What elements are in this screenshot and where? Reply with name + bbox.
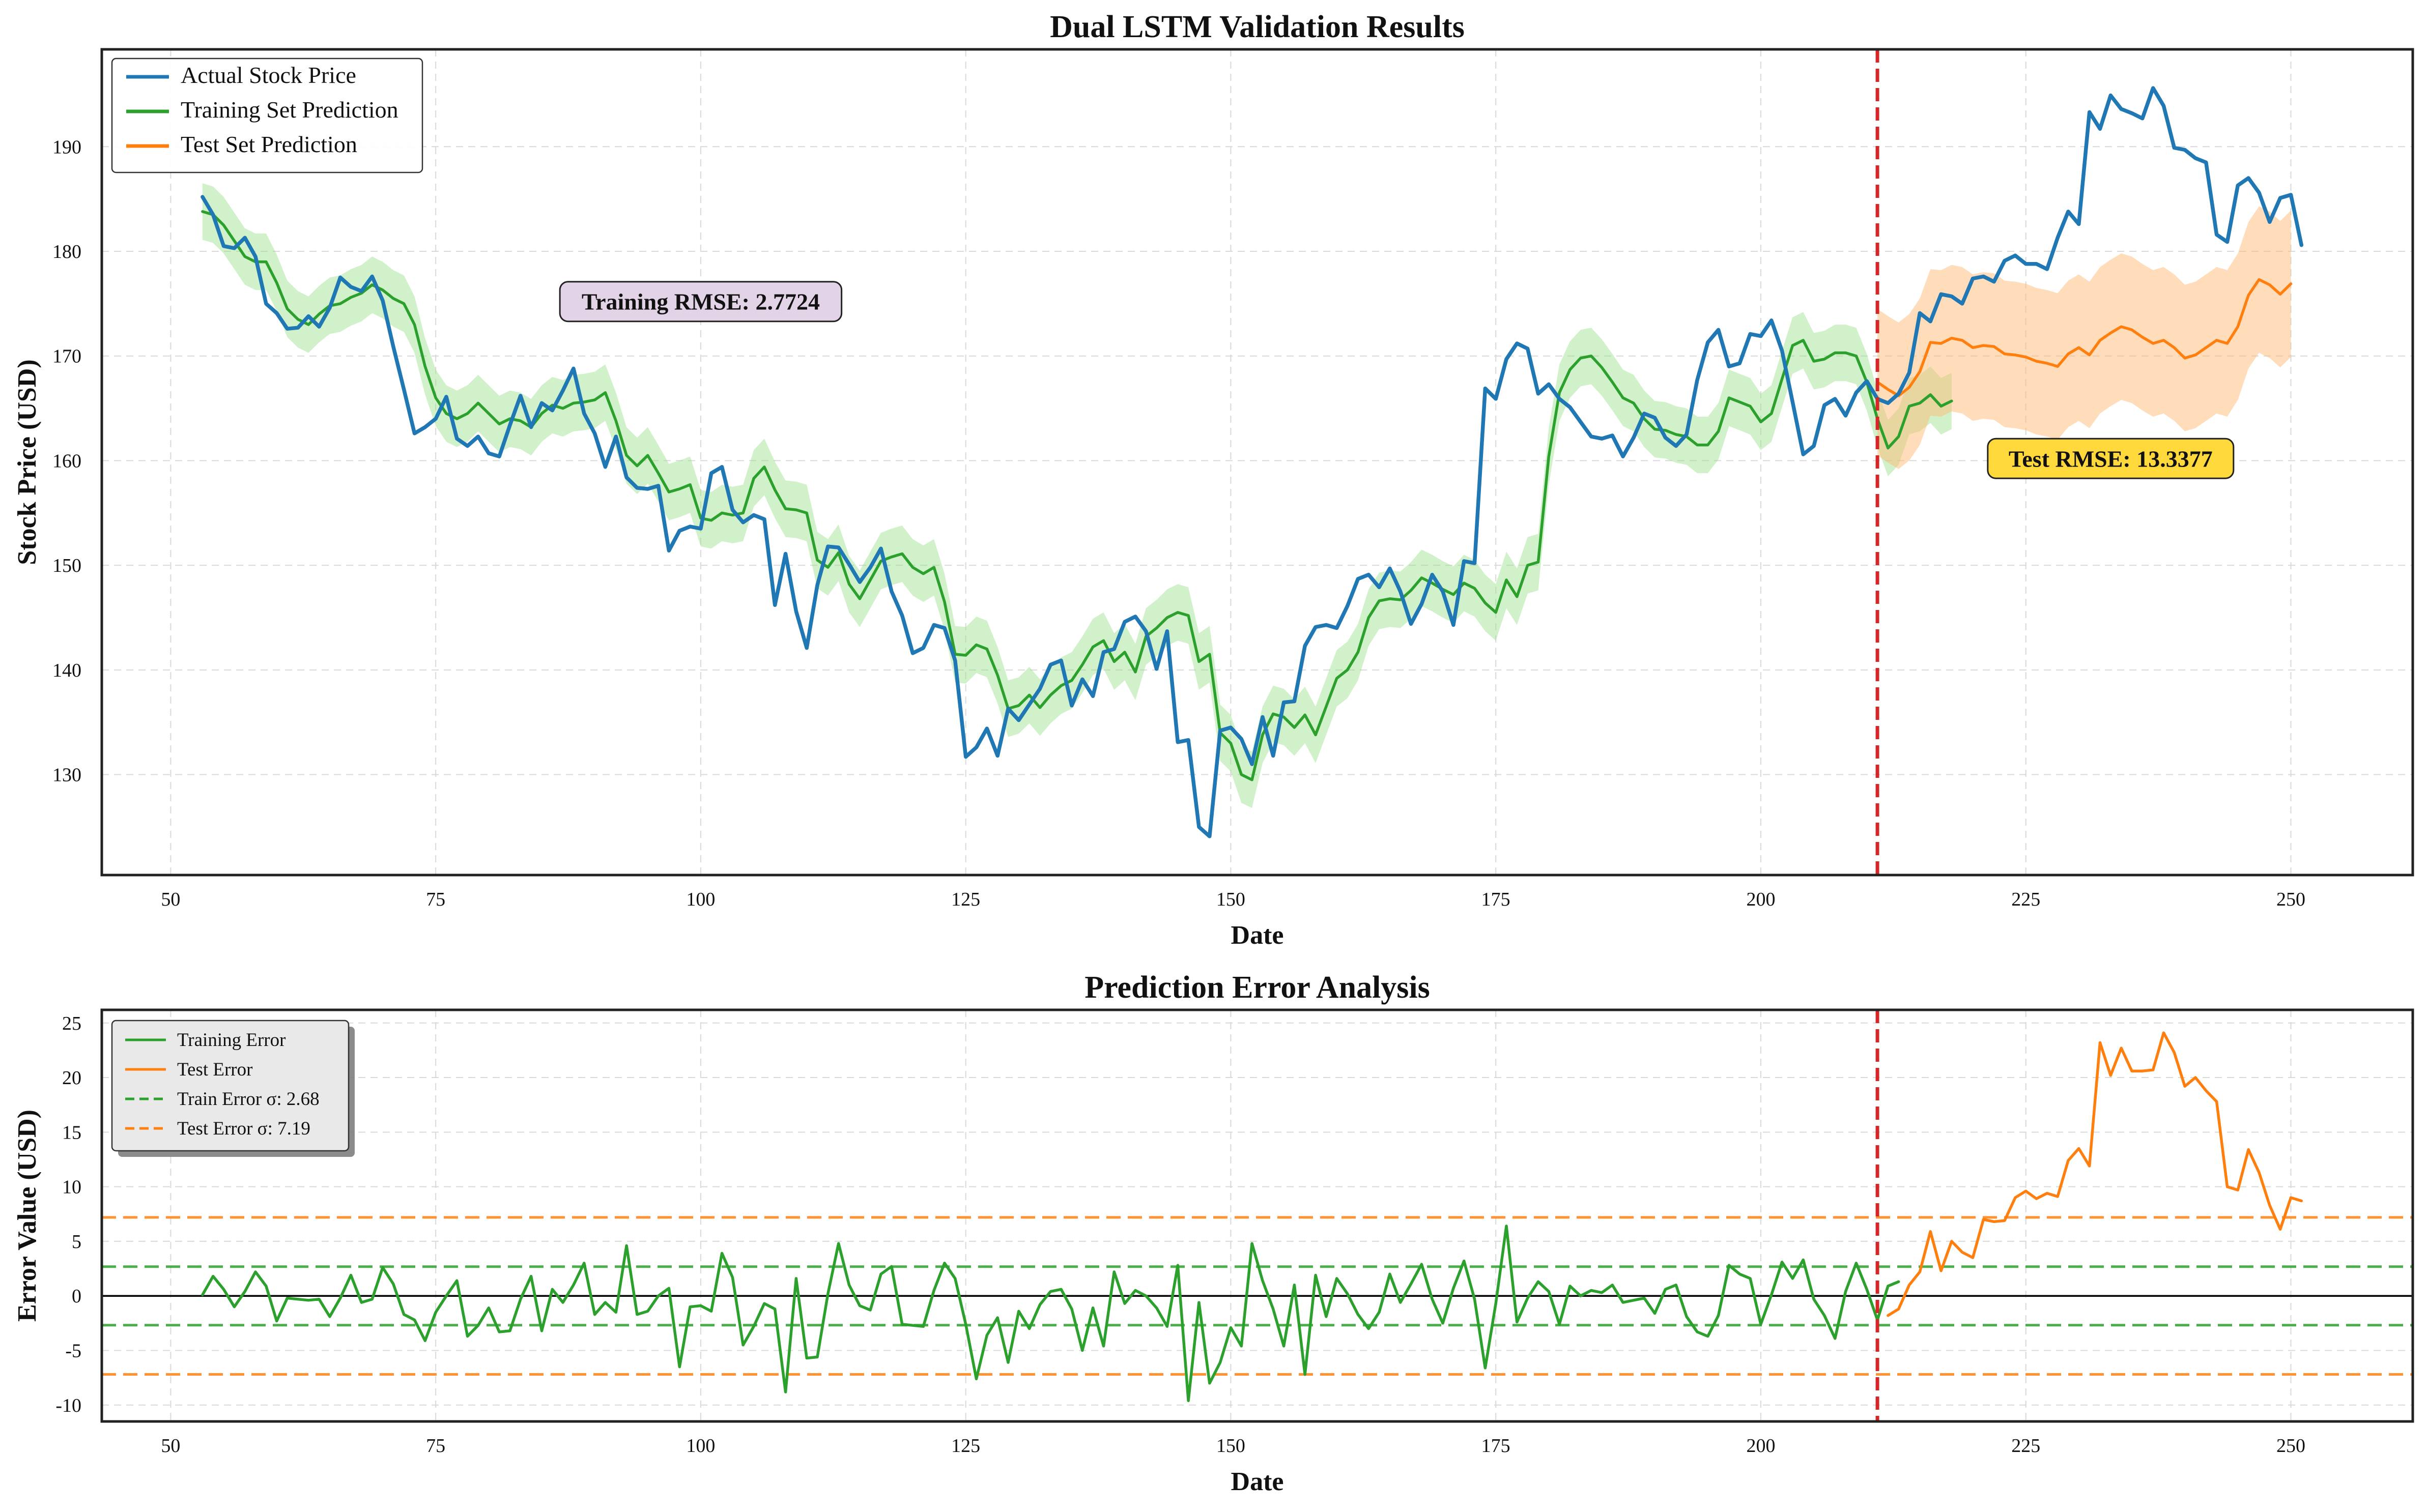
error-panel: 50 75 100 125 150 175 200 225 250 -10 -5 0 5 10 15 20 25… <box>13 970 2414 1496</box>
y-tick-label: 130 <box>52 765 81 786</box>
legend-box <box>111 57 423 173</box>
x-axis-label: Date <box>1231 1467 1284 1496</box>
price-panel: 50 75 100 125 150 175 200 225 250 130 140 150 160 170… <box>13 10 2414 950</box>
y-tick-label: 20 <box>62 1067 81 1089</box>
train-confidence-band <box>202 183 1952 808</box>
x-tick-label: 175 <box>1481 1435 1510 1457</box>
plot-area <box>102 1010 2413 1421</box>
axes-frame <box>100 1008 2414 1423</box>
y-tick-label: 25 <box>62 1013 81 1034</box>
x-tick-label: 200 <box>1746 889 1775 910</box>
x-tick-label: 50 <box>161 889 180 910</box>
train-legend-label: Train Error σ: 2.68 <box>177 1089 320 1110</box>
y-tick-label: 140 <box>52 660 81 681</box>
y-tick-label: 180 <box>52 241 81 263</box>
chart-title: Dual LSTM Validation Results <box>1050 10 1465 44</box>
test-legend-label: Test Error σ: 7.19 <box>177 1118 310 1139</box>
train-legend-label: Training Error <box>177 1030 285 1051</box>
legend-box <box>111 1020 350 1152</box>
x-tick-label: 225 <box>2011 889 2040 910</box>
y-tick-label: -10 <box>55 1395 81 1416</box>
x-tick-label: 150 <box>1216 1435 1245 1457</box>
x-tick-label: 200 <box>1746 1435 1775 1457</box>
train-rmse-box <box>559 281 843 323</box>
y-tick-label: 5 <box>72 1231 81 1253</box>
x-tick-label: 250 <box>2276 889 2305 910</box>
x-tick-label: 225 <box>2011 1435 2040 1457</box>
x-axis-label: Date <box>1231 921 1284 950</box>
x-tick-label: 175 <box>1481 889 1510 910</box>
train-rmse-label: Training RMSE: 2.7724 <box>582 289 820 315</box>
train-series-line <box>201 1225 1900 1402</box>
train-legend-label: Training Set Prediction <box>181 97 398 123</box>
chart-title: Prediction Error Analysis <box>1084 970 1430 1005</box>
x-tick-label: 250 <box>2276 1435 2305 1457</box>
x-tick-label: 125 <box>951 889 980 910</box>
test-series-line <box>1887 1031 2303 1317</box>
y-tick-label: -5 <box>65 1341 81 1362</box>
y-tick-label: 160 <box>52 450 81 472</box>
axes-frame <box>100 48 2414 877</box>
y-tick-label: 0 <box>72 1286 81 1307</box>
x-tick-label: 75 <box>426 1435 445 1457</box>
test-legend-label: Test Error <box>177 1059 252 1080</box>
actual-series-line <box>201 86 2304 838</box>
test-rmse-label: Test RMSE: 13.3377 <box>2009 446 2213 472</box>
y-axis-label: Stock Price (USD) <box>13 359 42 565</box>
x-tick-label: 75 <box>426 889 445 910</box>
x-tick-label: 100 <box>686 1435 715 1457</box>
plot-area <box>201 49 2304 875</box>
test-legend-label: Test Set Prediction <box>181 131 357 157</box>
y-tick-label: 170 <box>52 346 81 367</box>
y-tick-label: 190 <box>52 136 81 158</box>
test-series-line <box>1876 278 2293 397</box>
x-tick-label: 100 <box>686 889 715 910</box>
x-tick-label: 50 <box>161 1435 180 1457</box>
actual-legend-label: Actual Stock Price <box>181 62 356 88</box>
test-rmse-box <box>1987 438 2235 479</box>
test-confidence-band <box>1877 206 2291 469</box>
y-tick-label: 10 <box>62 1177 81 1198</box>
y-tick-label: 15 <box>62 1122 81 1143</box>
y-tick-label: 150 <box>52 555 81 576</box>
x-tick-label: 150 <box>1216 889 1245 910</box>
x-tick-label: 125 <box>951 1435 980 1457</box>
y-axis-label: Error Value (USD) <box>13 1110 42 1322</box>
